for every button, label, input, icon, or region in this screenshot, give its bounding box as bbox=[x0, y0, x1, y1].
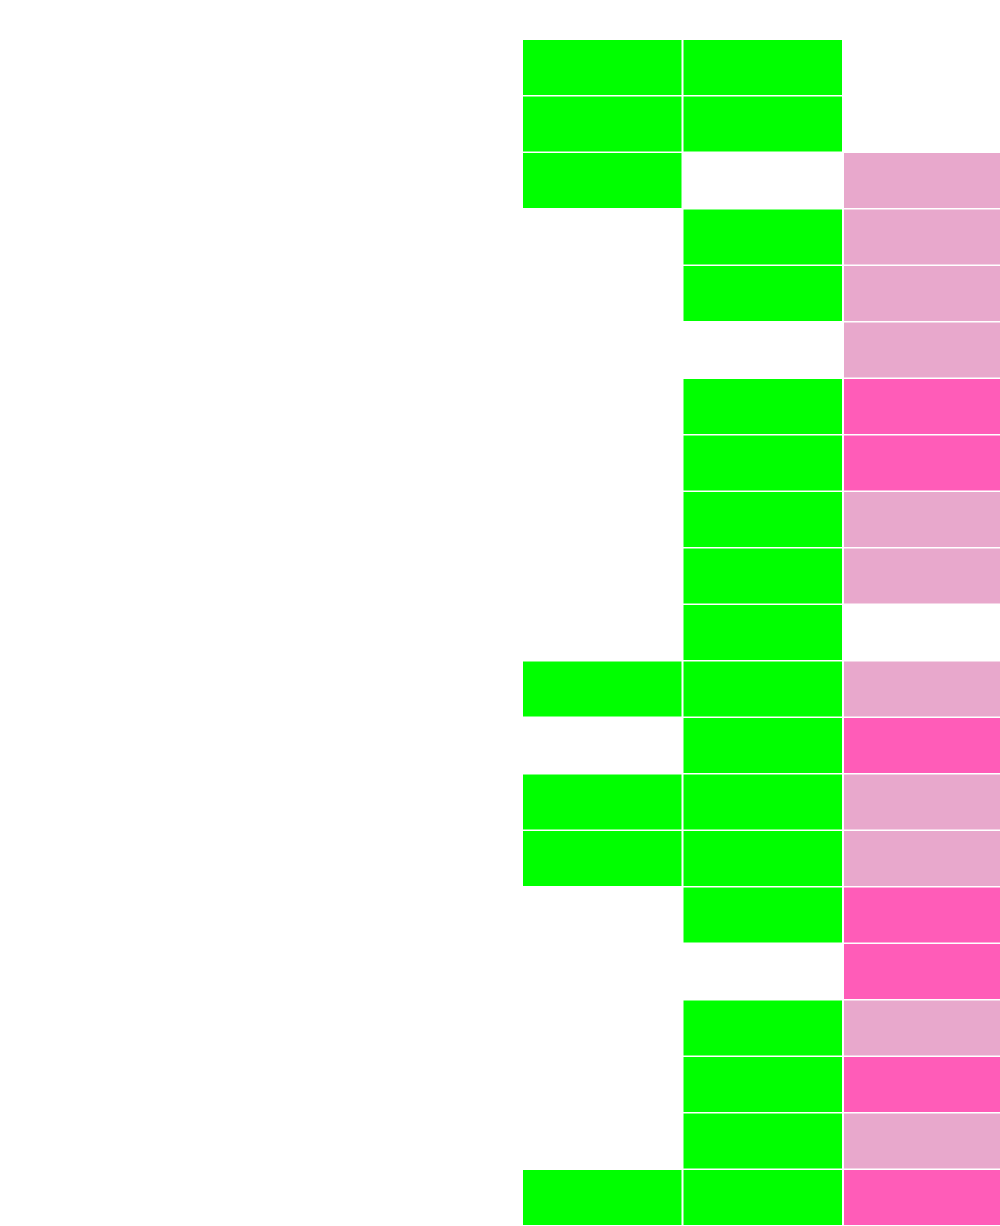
heatmap-cell-r6-c3-light-pink bbox=[844, 322, 1000, 378]
heatmap-cell-r20-c2-green bbox=[683, 1113, 842, 1169]
heatmap-cell-r8-c3-hot-pink bbox=[844, 435, 1000, 491]
heatmap-cell-r14-c1-green bbox=[523, 774, 682, 830]
heatmap-cell-r4-c3-light-pink bbox=[844, 209, 1000, 265]
heatmap-cell-r15-c2-green bbox=[683, 831, 842, 886]
heatmap-cell-r19-c3-hot-pink bbox=[844, 1057, 1000, 1112]
heatmap-cell-r21-c3-hot-pink bbox=[844, 1170, 1000, 1225]
heatmap-cell-r4-c2-green bbox=[683, 209, 842, 265]
heatmap-cell-r8-c2-green bbox=[683, 435, 842, 491]
heatmap-cell-r21-c1-green bbox=[523, 1170, 682, 1225]
heatmap-cell-r3-c3-light-pink bbox=[844, 153, 1000, 208]
heatmap-cells bbox=[523, 40, 1000, 1225]
heatmap-cell-r18-c2-green bbox=[683, 1000, 842, 1056]
heatmap-cell-r20-c3-light-pink bbox=[844, 1113, 1000, 1169]
heatmap-cell-r7-c2-green bbox=[683, 379, 842, 434]
heatmap-cell-r5-c3-light-pink bbox=[844, 266, 1000, 321]
heatmap-cell-r15-c1-green bbox=[523, 831, 682, 886]
heatmap-cell-r19-c2-green bbox=[683, 1057, 842, 1112]
heatmap-cell-r16-c2-green bbox=[683, 887, 842, 943]
heatmap-cell-r17-c3-hot-pink bbox=[844, 944, 1000, 999]
heatmap-cell-r15-c3-light-pink bbox=[844, 831, 1000, 886]
heatmap-cell-r13-c2-green bbox=[683, 718, 842, 773]
heatmap-cell-r3-c1-green bbox=[523, 153, 682, 208]
heatmap-cell-r7-c3-hot-pink bbox=[844, 379, 1000, 434]
heatmap-cell-r14-c3-light-pink bbox=[844, 774, 1000, 830]
heatmap-cell-r11-c2-green bbox=[683, 605, 842, 660]
heatmap-cell-r12-c2-green bbox=[683, 661, 842, 717]
heatmap-cell-r9-c3-light-pink bbox=[844, 492, 1000, 547]
heatmap-cell-r2-c1-green bbox=[523, 96, 682, 152]
heatmap-cell-r21-c2-green bbox=[683, 1170, 842, 1225]
heatmap-cell-r5-c2-green bbox=[683, 266, 842, 321]
heatmap-cell-r13-c3-hot-pink bbox=[844, 718, 1000, 773]
heatmap-cell-r2-c2-green bbox=[683, 96, 842, 152]
heatmap-cell-r12-c1-green bbox=[523, 661, 682, 717]
heatmap-cell-r9-c2-green bbox=[683, 492, 842, 547]
heatmap-cell-r1-c1-green bbox=[523, 40, 682, 95]
heatmap-cell-r18-c3-light-pink bbox=[844, 1000, 1000, 1056]
heatmap-cell-r1-c2-green bbox=[683, 40, 842, 95]
heatmap-cell-r14-c2-green bbox=[683, 774, 842, 830]
heatmap-cell-r10-c3-light-pink bbox=[844, 548, 1000, 604]
heatmap-cell-r16-c3-hot-pink bbox=[844, 887, 1000, 943]
heatmap-cell-r10-c2-green bbox=[683, 548, 842, 604]
heatmap-cell-r12-c3-light-pink bbox=[844, 661, 1000, 717]
